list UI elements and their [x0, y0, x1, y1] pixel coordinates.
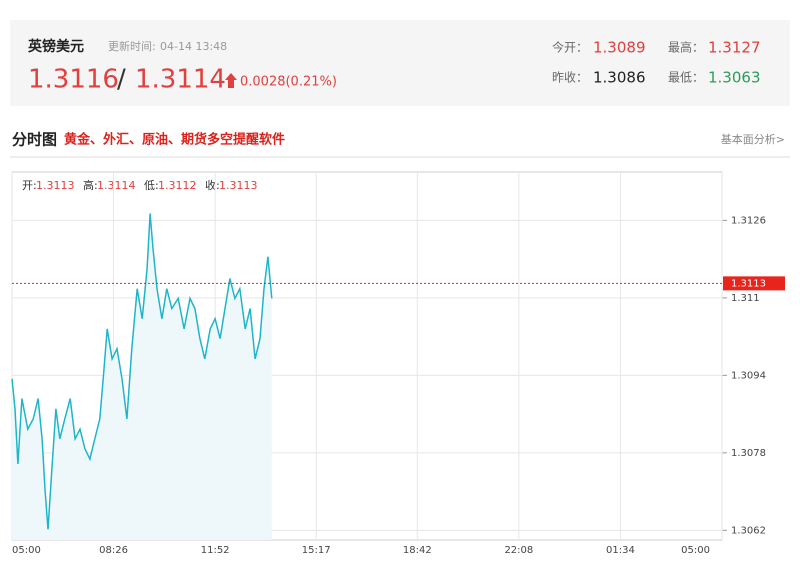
update-label: 更新时间:	[108, 39, 156, 53]
update-time: 04-14 13:48	[160, 40, 227, 53]
x-tick-label: 01:34	[606, 545, 635, 556]
ask: 1.3114	[135, 65, 226, 95]
stat-value: 1.3063	[708, 69, 761, 87]
up-arrow	[225, 73, 237, 88]
y-tick-label: 1.3126	[731, 215, 766, 226]
bid: 1.3116	[28, 65, 119, 95]
y-tick-label: 1.3062	[731, 525, 766, 536]
y-tick-label: 1.3094	[731, 370, 766, 381]
reference-label: 1.3113	[731, 278, 766, 289]
quote-box	[10, 20, 790, 106]
ohlc-value: 1.3114	[97, 179, 136, 192]
ohlc-label: 高:	[83, 178, 98, 192]
separator: /	[117, 65, 126, 95]
ohlc-value: 1.3113	[219, 179, 258, 192]
x-tick-label: 08:26	[99, 545, 128, 556]
price-line	[11, 213, 273, 530]
reference-tag	[723, 276, 785, 291]
y-tick-label: 1.311	[731, 293, 760, 304]
stat-value: 1.3127	[708, 39, 761, 57]
area	[12, 213, 272, 540]
stat-label: 最高：	[668, 40, 704, 55]
promo-link[interactable]: 黄金、外汇、原油、期货多空提醒软件	[64, 132, 285, 148]
change: 0.0028(0.21%)	[240, 75, 337, 90]
ohlc-label: 低:	[144, 179, 159, 192]
stat-value: 1.3089	[593, 39, 646, 57]
ohlc-row: 开: 1.3113 高: 1.3114 低: 1.3112 收: 1.3113	[22, 178, 258, 192]
x-tick-label: 22:08	[504, 545, 533, 556]
y-tick-label: 1.3078	[731, 448, 766, 459]
section-title: 分时图	[12, 131, 57, 149]
fundamentals-link[interactable]: 基本面分析>	[721, 132, 785, 146]
x-tick-label: 18:42	[403, 545, 432, 556]
stat-label: 今开：	[552, 40, 588, 55]
symbol: 英镑美元	[27, 38, 84, 55]
stat-value: 1.3086	[593, 69, 646, 87]
stat-label: 最低：	[668, 71, 704, 85]
stat-label: 昨收：	[552, 71, 588, 85]
x-tick-label: 05:00	[12, 545, 41, 556]
x-tick-label: 11:52	[201, 545, 230, 556]
ohlc-value: 1.3112	[158, 179, 197, 192]
ohlc-label: 收:	[205, 178, 220, 192]
x-tick-label: 05:00	[681, 545, 710, 556]
x-tick-label: 15:17	[302, 545, 331, 556]
ohlc-label: 开:	[22, 179, 37, 192]
ohlc-value: 1.3113	[36, 179, 75, 192]
